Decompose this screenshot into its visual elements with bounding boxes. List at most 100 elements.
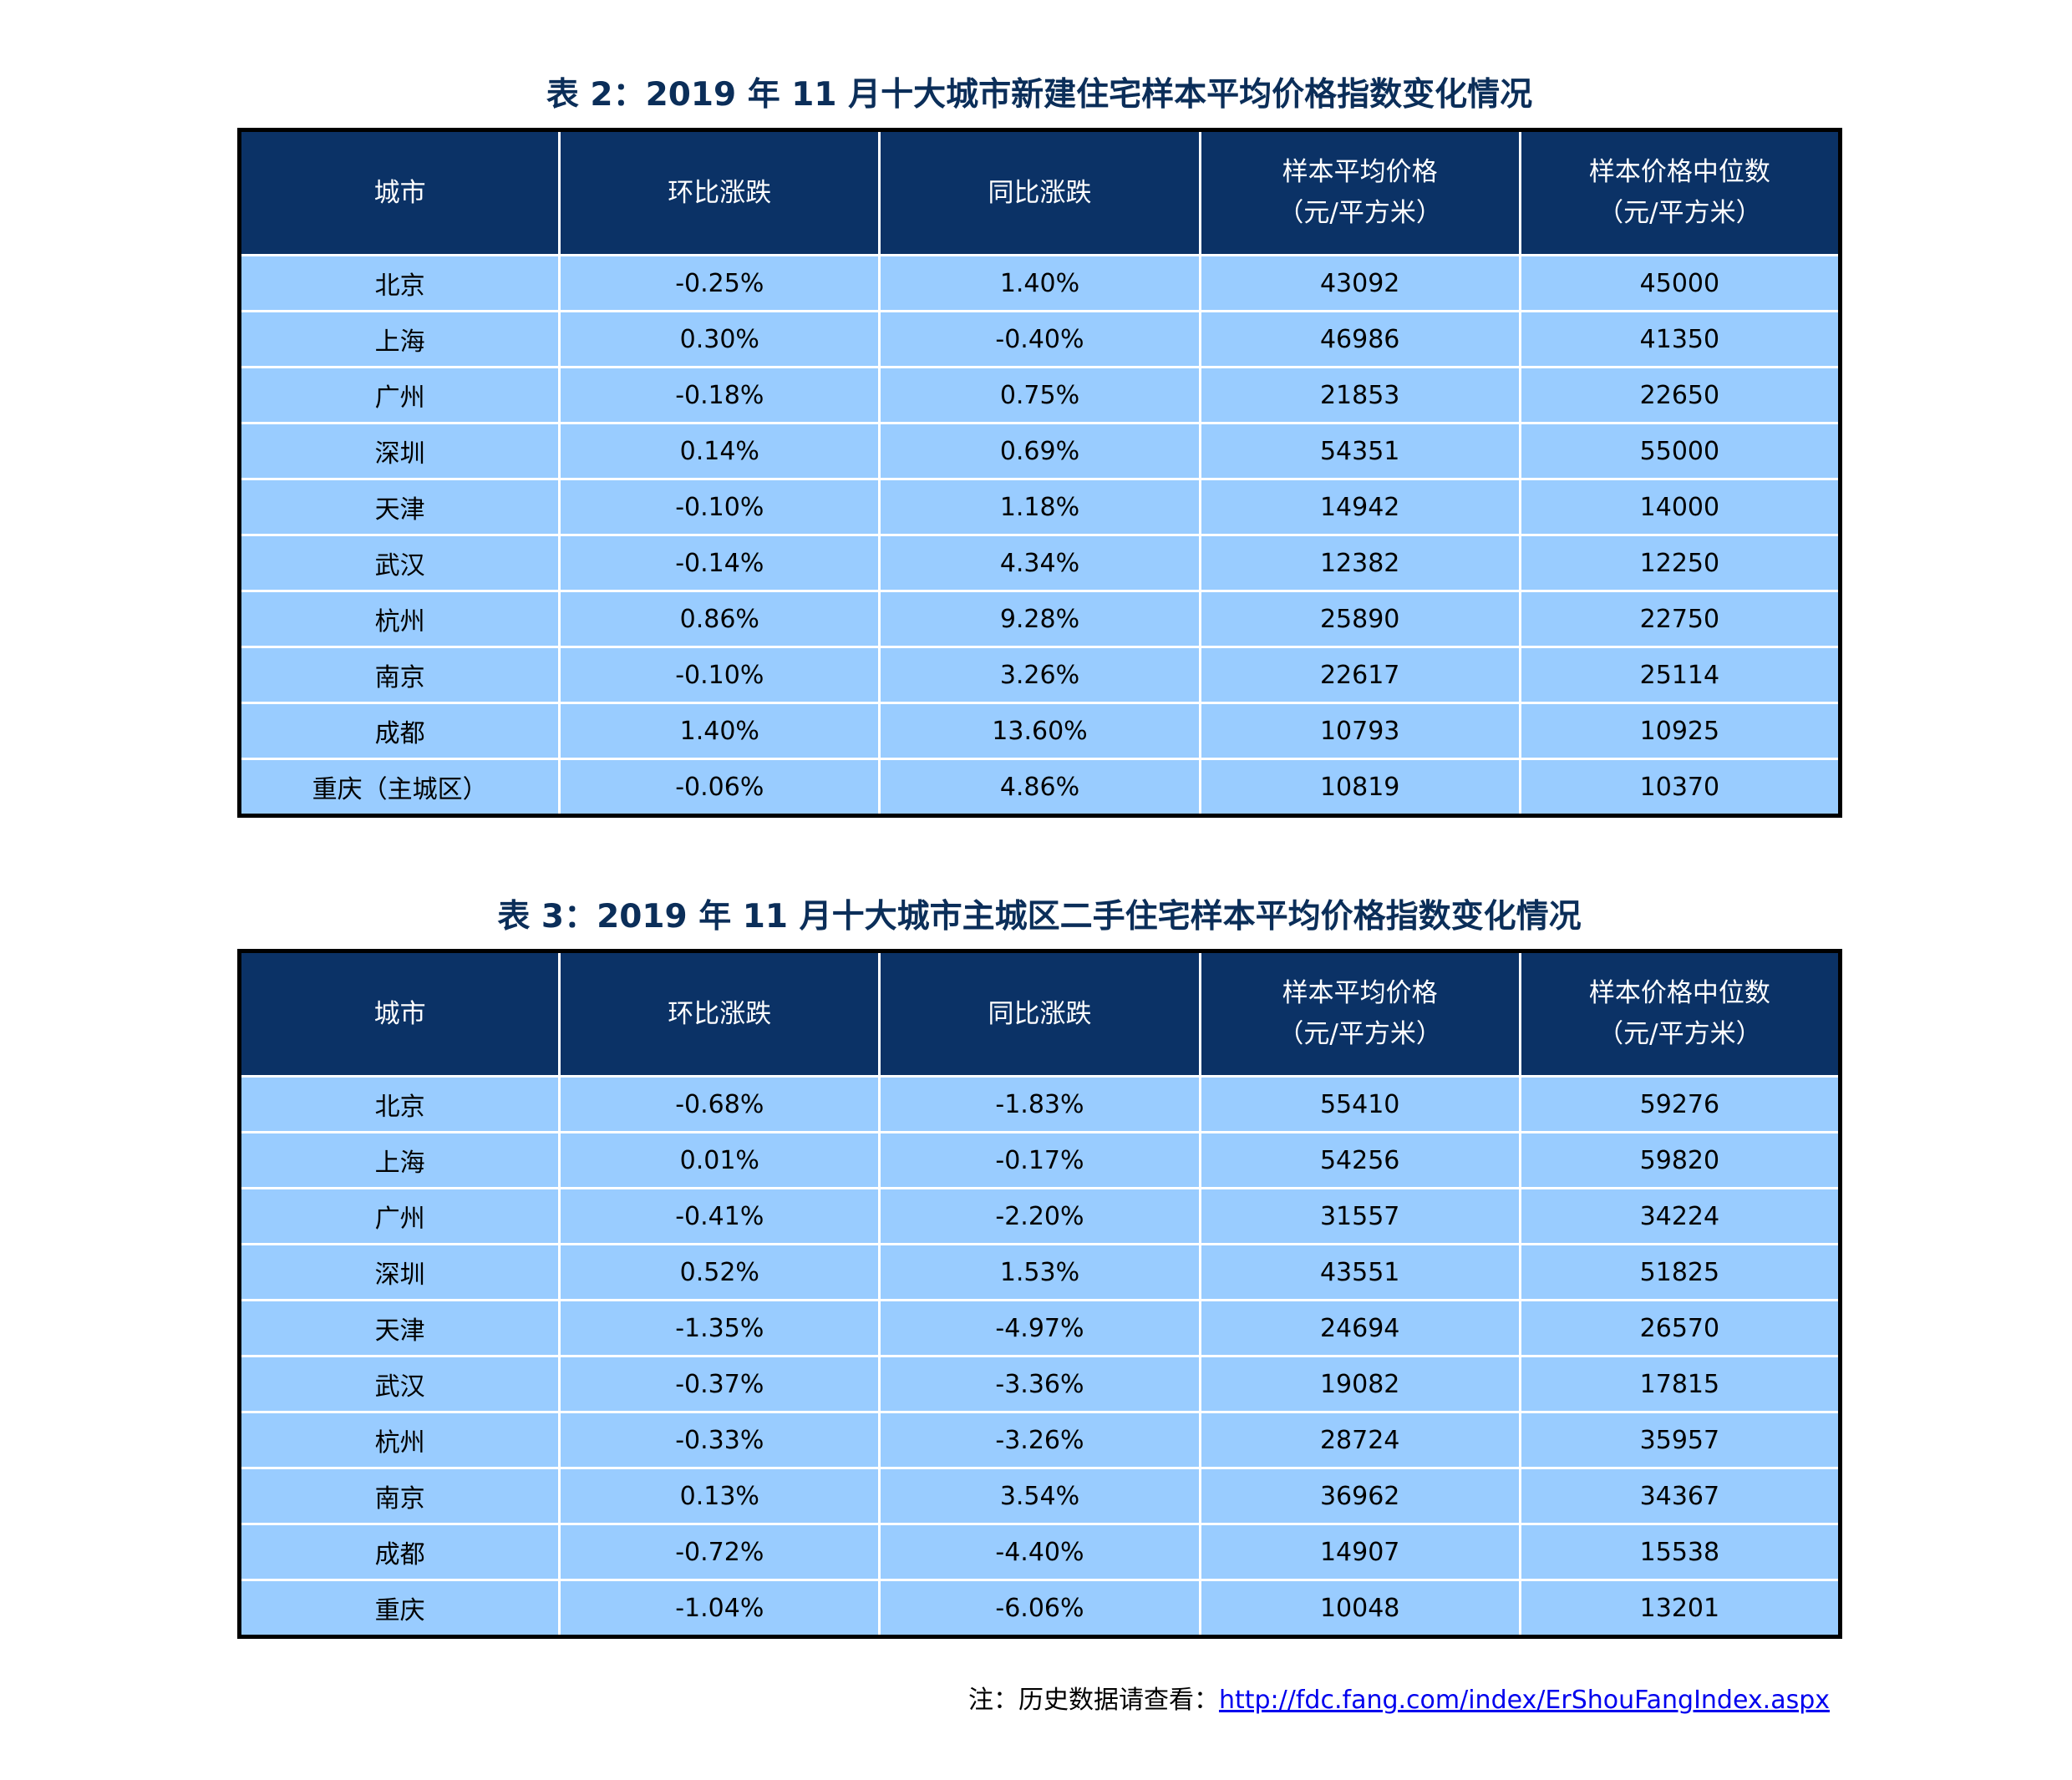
table-cell: 0.30%: [558, 310, 881, 368]
table-cell: -0.14%: [558, 534, 881, 592]
table-cell: 上海: [239, 310, 561, 368]
table-row: 重庆 -1.04% -6.06% 10048 13201: [239, 1579, 1841, 1637]
table-cell: -0.25%: [558, 254, 881, 312]
table-cell: 25890: [1198, 590, 1521, 648]
table-cell: 4.34%: [878, 534, 1201, 592]
table-row: 北京 -0.25% 1.40% 43092 45000: [239, 254, 1841, 312]
table-cell: 35957: [1518, 1411, 1841, 1469]
table-row: 深圳 0.52% 1.53% 43551 51825: [239, 1243, 1841, 1301]
table-cell: 成都: [239, 1523, 561, 1581]
table-cell: 0.86%: [558, 590, 881, 648]
table-cell: -0.41%: [558, 1187, 881, 1245]
table-cell: 武汉: [239, 1355, 561, 1413]
table-cell: 12250: [1518, 534, 1841, 592]
table-cell: 41350: [1518, 310, 1841, 368]
table3-title: 表 3：2019 年 11 月十大城市主城区二手住宅样本平均价格指数变化情况: [497, 898, 1582, 936]
table-cell: 24694: [1198, 1299, 1521, 1357]
table-cell: -6.06%: [878, 1579, 1201, 1637]
table-cell: 10819: [1198, 758, 1521, 816]
table-cell: 26570: [1518, 1299, 1841, 1357]
table-cell: 0.13%: [558, 1467, 881, 1525]
table-cell: -1.83%: [878, 1075, 1201, 1133]
column-header-label: 样本平均价格: [1282, 978, 1438, 1008]
table-cell: 成都: [239, 702, 561, 760]
history-data-link[interactable]: http://fdc.fang.com/index/ErShouFangInde…: [1218, 1686, 1830, 1715]
table-cell: 46986: [1198, 310, 1521, 368]
table-row: 深圳 0.14% 0.69% 54351 55000: [239, 422, 1841, 480]
header-row: 城市 环比涨跌 同比涨跌 样本平均价格 （元/平方米） 样本价格中位数 （元/平方米）: [239, 951, 1841, 1078]
table-row: 广州 -0.18% 0.75% 21853 22650: [239, 366, 1841, 424]
table-cell: 3.54%: [878, 1467, 1201, 1525]
table-cell: 19082: [1198, 1355, 1521, 1413]
table-cell: -1.04%: [558, 1579, 881, 1637]
table-cell: -3.26%: [878, 1411, 1201, 1469]
footnote: 注：历史数据请查看：http://fdc.fang.com/index/ErSh…: [968, 1682, 1830, 1719]
table-cell: 54351: [1198, 422, 1521, 480]
table-cell: 10048: [1198, 1579, 1521, 1637]
table-cell: 13.60%: [878, 702, 1201, 760]
table-cell: 天津: [239, 1299, 561, 1357]
table-cell: 59820: [1518, 1131, 1841, 1189]
table-cell: 10370: [1518, 758, 1841, 816]
table-cell: 上海: [239, 1131, 561, 1189]
table-row: 南京 0.13% 3.54% 36962 34367: [239, 1467, 1841, 1525]
table-row: 北京 -0.68% -1.83% 55410 59276: [239, 1075, 1841, 1133]
table-cell: 南京: [239, 646, 561, 704]
table-cell: 22617: [1198, 646, 1521, 704]
table-cell: -4.97%: [878, 1299, 1201, 1357]
footnote-prefix: 注：历史数据请查看：: [967, 1686, 1219, 1715]
table-cell: 55410: [1198, 1075, 1521, 1133]
column-header-unit: （元/平方米）: [1277, 198, 1442, 228]
column-header-unit: （元/平方米）: [1277, 1019, 1442, 1049]
table-row: 杭州 -0.33% -3.26% 28724 35957: [239, 1411, 1841, 1469]
table-row: 上海 0.01% -0.17% 54256 59820: [239, 1131, 1841, 1189]
column-header: 环比涨跌: [558, 129, 881, 256]
table2: 城市 环比涨跌 同比涨跌 样本平均价格 （元/平方米） 样本价格中位数 （元/平方米） 北京…: [237, 128, 1842, 818]
table-cell: 北京: [239, 254, 561, 312]
table-cell: 重庆（主城区）: [239, 758, 561, 816]
table-cell: 0.01%: [558, 1131, 881, 1189]
table-cell: 43092: [1198, 254, 1521, 312]
table-cell: 杭州: [239, 590, 561, 648]
table-cell: 北京: [239, 1075, 561, 1133]
table-row: 武汉 -0.14% 4.34% 12382 12250: [239, 534, 1841, 592]
table-row: 成都 1.40% 13.60% 10793 10925: [239, 702, 1841, 760]
table-cell: 21853: [1198, 366, 1521, 424]
table-cell: 重庆: [239, 1579, 561, 1637]
table-cell: 14942: [1198, 478, 1521, 536]
column-header-label: 城市: [373, 177, 426, 208]
column-header: 同比涨跌: [878, 129, 1201, 256]
table-cell: 9.28%: [878, 590, 1201, 648]
table-cell: -0.10%: [558, 646, 881, 704]
table-cell: 13201: [1518, 1579, 1841, 1637]
table-cell: 10793: [1198, 702, 1521, 760]
column-header-label: 样本价格中位数: [1588, 978, 1770, 1008]
table-row: 杭州 0.86% 9.28% 25890 22750: [239, 590, 1841, 648]
table-cell: 南京: [239, 1467, 561, 1525]
table2-title: 表 2：2019 年 11 月十大城市新建住宅样本平均价格指数变化情况: [546, 76, 1533, 114]
table-cell: 天津: [239, 478, 561, 536]
table-row: 天津 -0.10% 1.18% 14942 14000: [239, 478, 1841, 536]
column-header-label: 同比涨跌: [988, 177, 1092, 208]
column-header: 同比涨跌: [878, 951, 1201, 1078]
table-cell: 55000: [1518, 422, 1841, 480]
table-cell: 31557: [1198, 1187, 1521, 1245]
table3-header: 城市 环比涨跌 同比涨跌 样本平均价格 （元/平方米） 样本价格中位数 （元/平方米）: [239, 951, 1841, 1078]
table-cell: 14907: [1198, 1523, 1521, 1581]
table-row: 重庆（主城区） -0.06% 4.86% 10819 10370: [239, 758, 1841, 816]
table-cell: 54256: [1198, 1131, 1521, 1189]
column-header: 城市: [239, 951, 561, 1078]
table-cell: 1.40%: [558, 702, 881, 760]
table-cell: 34224: [1518, 1187, 1841, 1245]
table-cell: 广州: [239, 1187, 561, 1245]
table-cell: 45000: [1518, 254, 1841, 312]
table2-body: 北京 -0.25% 1.40% 43092 45000 上海 0.30% -0.40% 4698…: [239, 254, 1841, 816]
table-cell: 0.14%: [558, 422, 881, 480]
table-cell: 1.18%: [878, 478, 1201, 536]
table-cell: -0.68%: [558, 1075, 881, 1133]
table-cell: -0.37%: [558, 1355, 881, 1413]
table-cell: 武汉: [239, 534, 561, 592]
table-cell: 杭州: [239, 1411, 561, 1469]
table-cell: 12382: [1198, 534, 1521, 592]
table-cell: 10925: [1518, 702, 1841, 760]
